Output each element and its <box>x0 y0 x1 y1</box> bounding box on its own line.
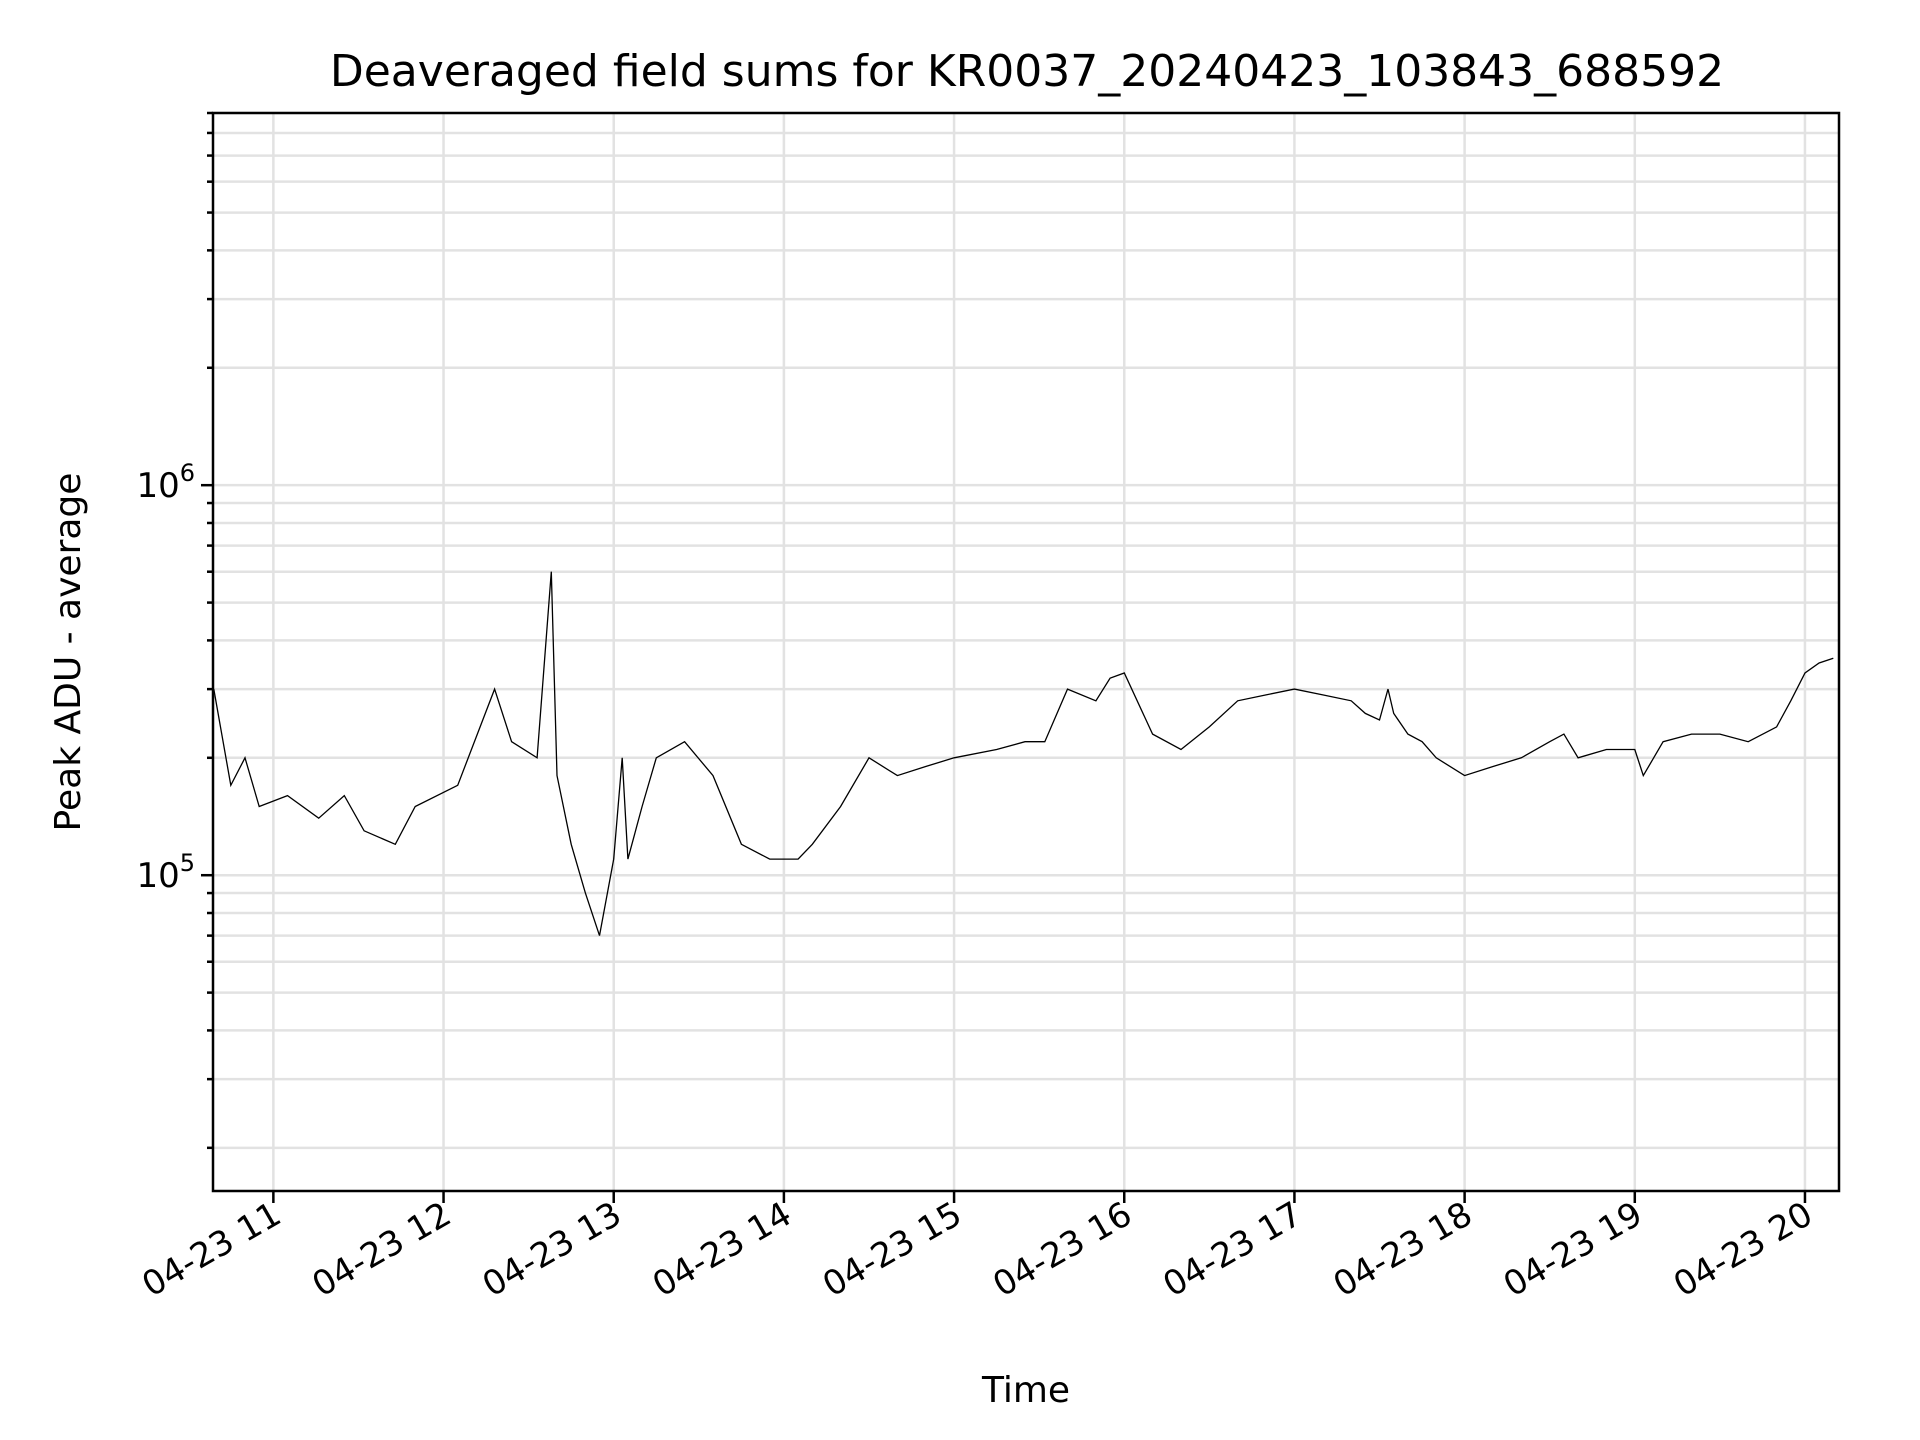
series-line <box>213 571 1834 936</box>
x-axis-label: Time <box>981 1370 1070 1411</box>
y-tick-label: 106 <box>136 459 195 506</box>
grid-lines <box>213 111 1839 1191</box>
y-tick-exponent: 5 <box>180 849 195 877</box>
series-group <box>213 571 1834 936</box>
y-axis-label: Peak ADU - average <box>48 473 89 832</box>
y-tick-base: 10 <box>136 466 179 506</box>
plot-frame <box>211 111 1841 1193</box>
y-tick-base: 10 <box>136 856 179 896</box>
y-tick-label: 105 <box>136 849 195 896</box>
y-tick-exponent: 6 <box>180 459 195 487</box>
chart-title: Deaveraged field sums for KR0037_2024042… <box>330 46 1724 97</box>
